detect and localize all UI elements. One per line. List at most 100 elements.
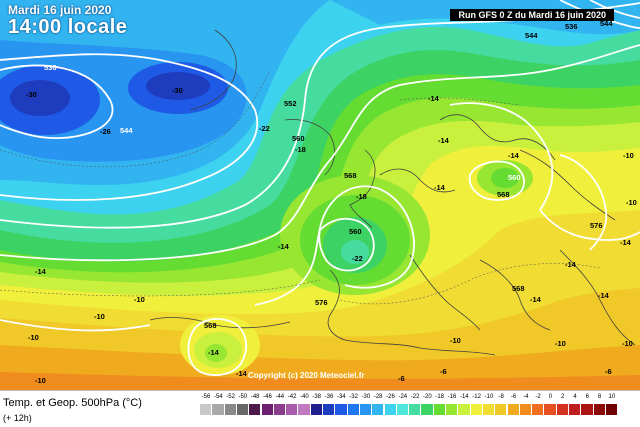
scale-tick-label: 8	[597, 394, 602, 400]
temp-label: -6	[398, 374, 405, 383]
scale-tick-label: -8	[498, 394, 504, 400]
scale-swatch	[396, 404, 410, 415]
scale-swatch	[581, 404, 594, 415]
temp-label: -14	[428, 94, 440, 103]
temp-label: -14	[620, 238, 632, 247]
geop-label: 568	[344, 171, 357, 180]
geop-label: 536	[44, 63, 57, 72]
scale-tick-label: -24	[398, 394, 408, 400]
cold-pool-center-core	[146, 72, 210, 100]
temp-label: -18	[295, 145, 306, 154]
scale-tick-label: -14	[459, 394, 469, 400]
geop-label: 568	[204, 321, 217, 330]
scale-tick-label: -56	[201, 394, 211, 400]
scale-swatch	[605, 404, 619, 415]
scale-tick-label: -42	[287, 394, 297, 400]
temp-label: -10	[622, 339, 633, 348]
scale-swatch	[261, 404, 274, 415]
scale-tick-label: -50	[238, 394, 248, 400]
model-run-label: Run GFS 0 Z du Mardi 16 juin 2020	[450, 9, 614, 21]
temp-label: -10	[555, 339, 566, 348]
scale-swatch	[470, 404, 483, 415]
geop-label: 576	[590, 221, 603, 230]
scale-tick-label: -34	[336, 394, 346, 400]
scale-tick-label: -20	[423, 394, 432, 400]
scale-tick-label: -48	[250, 394, 260, 400]
scale-tick-label: -12	[472, 394, 481, 400]
temperature-label-layer: -30 -30 -26 -22 -18 -18 -14 -14 -14 -14 …	[26, 86, 637, 385]
scale-swatch	[384, 404, 397, 415]
scale-swatch	[569, 404, 582, 415]
temp-label: -14	[530, 295, 542, 304]
scale-swatch	[298, 404, 311, 415]
temp-label: -10	[35, 376, 46, 385]
geop-label: 560	[508, 173, 521, 182]
temp-label: -10	[94, 312, 105, 321]
forecast-date: Mardi 16 juin 2020	[8, 3, 112, 17]
cutoff-low-core	[341, 240, 369, 264]
scale-swatch	[224, 404, 237, 415]
geopotential-label-layer: 536 544 552 560 568 576 560 568 560 568 …	[44, 19, 613, 330]
temp-label: -10	[450, 336, 461, 345]
cold-pool-west-core	[10, 80, 70, 116]
temp-label: -14	[278, 242, 290, 251]
geop-label: 552	[284, 99, 297, 108]
scale-swatch	[347, 404, 360, 415]
scale-swatch	[593, 404, 606, 415]
scale-tick-label: -38	[312, 394, 322, 400]
scale-tick-label: -2	[535, 394, 541, 400]
temp-label: -18	[356, 192, 367, 201]
scale-tick-label: 2	[561, 394, 565, 400]
geop-label: 544	[120, 126, 133, 135]
scale-tick-label: -36	[324, 394, 334, 400]
temp-label: -14	[438, 136, 450, 145]
geop-label: 544	[525, 31, 538, 40]
geop-label: 560	[349, 227, 362, 236]
scale-tick-label: 10	[608, 394, 616, 400]
legend-bar: Temp. et Geop. 500hPa (°C) (+ 12h) -56 -5…	[0, 390, 640, 427]
scale-tick-label: 4	[573, 394, 577, 400]
scale-swatch	[200, 404, 213, 415]
scale-tick-label: -16	[447, 394, 457, 400]
temp-label: -10	[626, 198, 637, 207]
geop-label: 544	[600, 19, 613, 28]
geop-label: 576	[315, 298, 328, 307]
scale-tick-label: -54	[213, 394, 223, 400]
temp-label: -14	[208, 348, 220, 357]
temp-label: -22	[259, 124, 270, 133]
temp-label: -22	[352, 254, 363, 263]
scale-tick-label: -6	[510, 394, 517, 400]
scale-tick-label: -18	[435, 394, 445, 400]
temp-label: -30	[26, 90, 37, 99]
scale-tick-label: -28	[373, 394, 383, 400]
geop-label: 568	[497, 190, 510, 199]
scale-tick-label: -4	[523, 394, 529, 400]
scale-swatch	[482, 404, 496, 415]
scale-swatch	[433, 404, 446, 415]
scale-tick-label: -10	[484, 394, 494, 400]
scale-swatch	[323, 404, 336, 415]
temperature-isolines	[0, 69, 601, 305]
copyright-text: Copyright (c) 2020 Meteociel.fr	[248, 371, 364, 380]
scale-swatch	[507, 404, 520, 415]
scale-tick-label: -32	[349, 394, 358, 400]
scale-swatch	[249, 404, 262, 415]
scale-swatch	[273, 404, 287, 415]
scale-swatch	[544, 404, 557, 415]
scale-swatch	[421, 404, 434, 415]
temp-label: -10	[623, 151, 634, 160]
scale-swatch	[556, 404, 569, 415]
temp-label: -6	[440, 367, 447, 376]
temp-label: -14	[236, 369, 248, 378]
scale-tick-label: -26	[386, 394, 395, 400]
scale-swatch	[359, 404, 373, 415]
temp-label: -30	[172, 86, 183, 95]
scale-swatch	[458, 404, 471, 415]
scale-swatch	[532, 404, 545, 415]
scale-tick-label: -22	[410, 394, 420, 400]
temp-label: -10	[28, 333, 39, 342]
temp-label: -14	[434, 183, 446, 192]
coastlines	[149, 29, 636, 356]
scale-swatch	[519, 404, 533, 415]
